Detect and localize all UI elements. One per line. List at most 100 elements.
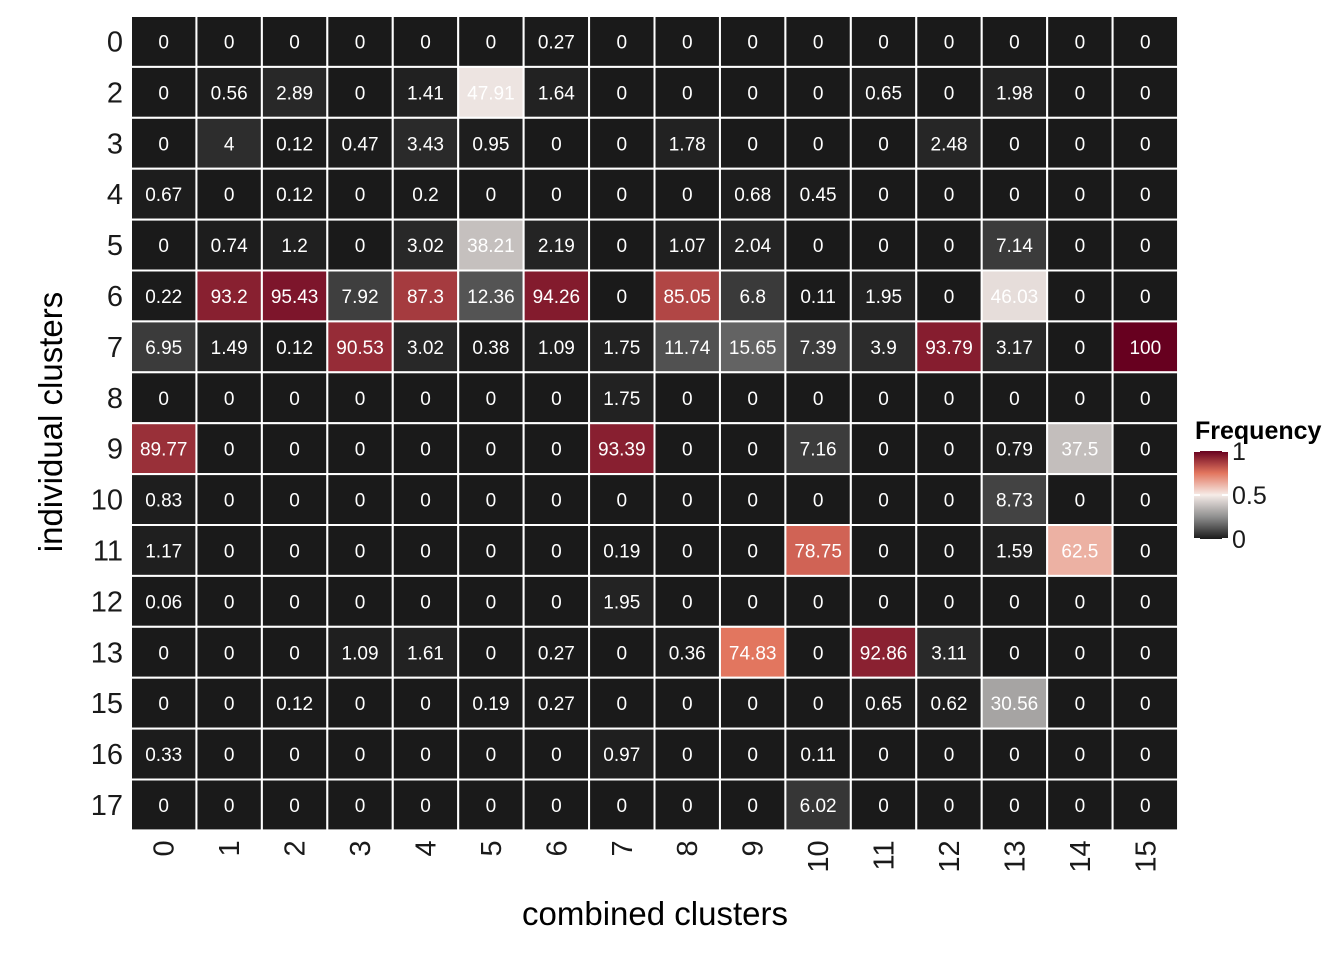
heatmap-cell [195, 524, 263, 577]
y-tick-label: 2 [107, 77, 123, 109]
cell-value-label: 0 [682, 440, 693, 461]
heatmap-cell [784, 473, 852, 527]
heatmap-cell [1111, 473, 1180, 527]
cell-value-label: 3.02 [407, 236, 444, 257]
cell-value-label: 47.91 [467, 83, 515, 104]
cell-value-label: 1.07 [669, 236, 706, 257]
heatmap-cell [849, 778, 918, 832]
heatmap-cell [588, 778, 656, 832]
cell-value-label: 0 [1075, 745, 1086, 766]
heatmap-cell [653, 269, 721, 323]
y-tick-label: 11 [93, 535, 123, 567]
heatmap-cell [260, 473, 329, 527]
cell-value-label: 0 [355, 83, 366, 104]
heatmap-cell [1046, 371, 1114, 425]
heatmap-cell [195, 625, 263, 679]
cell-value-label: 0 [944, 389, 955, 410]
cell-value-label: 0 [747, 491, 758, 512]
cell-value-label: 0.65 [865, 694, 902, 715]
cell-value-label: 0 [486, 643, 497, 664]
cell-value-label: 1.49 [211, 338, 248, 359]
cell-value-label: 0 [551, 796, 562, 817]
heatmap-cell [130, 727, 198, 781]
heatmap-cell [653, 676, 721, 730]
cell-value-label: 1.78 [669, 134, 706, 155]
cell-value-label: 1.41 [407, 83, 444, 104]
cell-value-label: 0 [1140, 83, 1151, 104]
cell-value-label: 0 [1075, 185, 1086, 206]
cell-value-label: 1.75 [603, 389, 640, 410]
heatmap-cell [326, 422, 394, 476]
y-axis-title: individual clusters [32, 292, 69, 552]
cell-value-label: 0 [486, 185, 497, 206]
heatmap-cell [1111, 778, 1180, 832]
heatmap-cell [391, 116, 460, 170]
cell-value-label: 0 [944, 491, 955, 512]
heatmap-cell [980, 15, 1049, 68]
cell-value-label: 1.64 [538, 83, 575, 104]
cell-value-label: 0 [944, 83, 955, 104]
cell-value-label: 0 [551, 491, 562, 512]
cell-value-label: 0 [355, 236, 366, 257]
cell-value-label: 38.21 [467, 236, 515, 257]
cell-value-label: 0 [1140, 491, 1151, 512]
cell-value-label: 0.33 [145, 745, 182, 766]
heatmap-cell [326, 218, 394, 272]
cell-value-label: 0 [813, 134, 824, 155]
cell-value-label: 0 [158, 796, 169, 817]
cell-value-label: 0 [813, 236, 824, 257]
cell-value-label: 0.97 [603, 745, 640, 766]
cell-value-label: 0 [617, 185, 628, 206]
cell-value-label: 4 [224, 134, 235, 155]
y-tick-label: 5 [107, 230, 123, 262]
heatmap-cell [915, 218, 983, 272]
cell-value-label: 1.2 [281, 236, 307, 257]
heatmap-cells: 0 0 0 0 0 0 0.27 0 0 0 0 0 0 0 0 0 0 0.56 2.89 0 1.41 47.91 1.… [130, 15, 1180, 832]
cell-value-label: 0 [289, 32, 300, 53]
cell-value-label: 0 [551, 134, 562, 155]
heatmap-cell [326, 371, 394, 425]
cell-value-label: 0 [617, 491, 628, 512]
heatmap-cell [784, 574, 852, 628]
cell-value-label: 0 [878, 592, 889, 613]
heatmap-cell [457, 65, 525, 119]
cell-value-label: 85.05 [663, 287, 711, 308]
cell-value-label: 0 [355, 32, 366, 53]
heatmap-cell [130, 65, 198, 119]
cell-value-label: 6.02 [800, 796, 837, 817]
heatmap-cell [391, 167, 460, 221]
cell-value-label: 0 [617, 643, 628, 664]
y-tick-label: 9 [107, 434, 123, 466]
heatmap-cell [1046, 218, 1114, 272]
cell-value-label: 0 [1009, 389, 1020, 410]
cell-value-label: 0 [551, 745, 562, 766]
heatmap-cell [588, 727, 656, 781]
cell-value-label: 1.98 [996, 83, 1033, 104]
heatmap-cell [980, 422, 1049, 476]
cell-value-label: 0 [944, 185, 955, 206]
cell-value-label: 0 [682, 592, 693, 613]
cell-value-label: 7.92 [342, 287, 379, 308]
heatmap-cell [260, 778, 329, 832]
heatmap-cell [849, 727, 918, 781]
cell-value-label: 0 [682, 185, 693, 206]
cell-value-label: 0.12 [276, 694, 313, 715]
heatmap-cell [130, 524, 198, 577]
heatmap-cell [588, 524, 656, 577]
cell-value-label: 0.36 [669, 643, 706, 664]
cell-value-label: 0 [551, 185, 562, 206]
cell-value-label: 1.09 [342, 643, 379, 664]
heatmap-cell [980, 218, 1049, 272]
cell-value-label: 0 [1140, 287, 1151, 308]
cell-value-label: 0 [289, 796, 300, 817]
cell-value-label: 0 [617, 287, 628, 308]
heatmap-cell [326, 473, 394, 527]
cell-value-label: 6.8 [739, 287, 765, 308]
cell-value-label: 2.89 [276, 83, 313, 104]
heatmap-cell [784, 218, 852, 272]
cell-value-label: 0.27 [538, 32, 575, 53]
heatmap-cell [326, 625, 394, 679]
cell-value-label: 0 [158, 694, 169, 715]
x-tick-label: 9 [738, 840, 770, 856]
cell-value-label: 3.11 [931, 643, 967, 664]
